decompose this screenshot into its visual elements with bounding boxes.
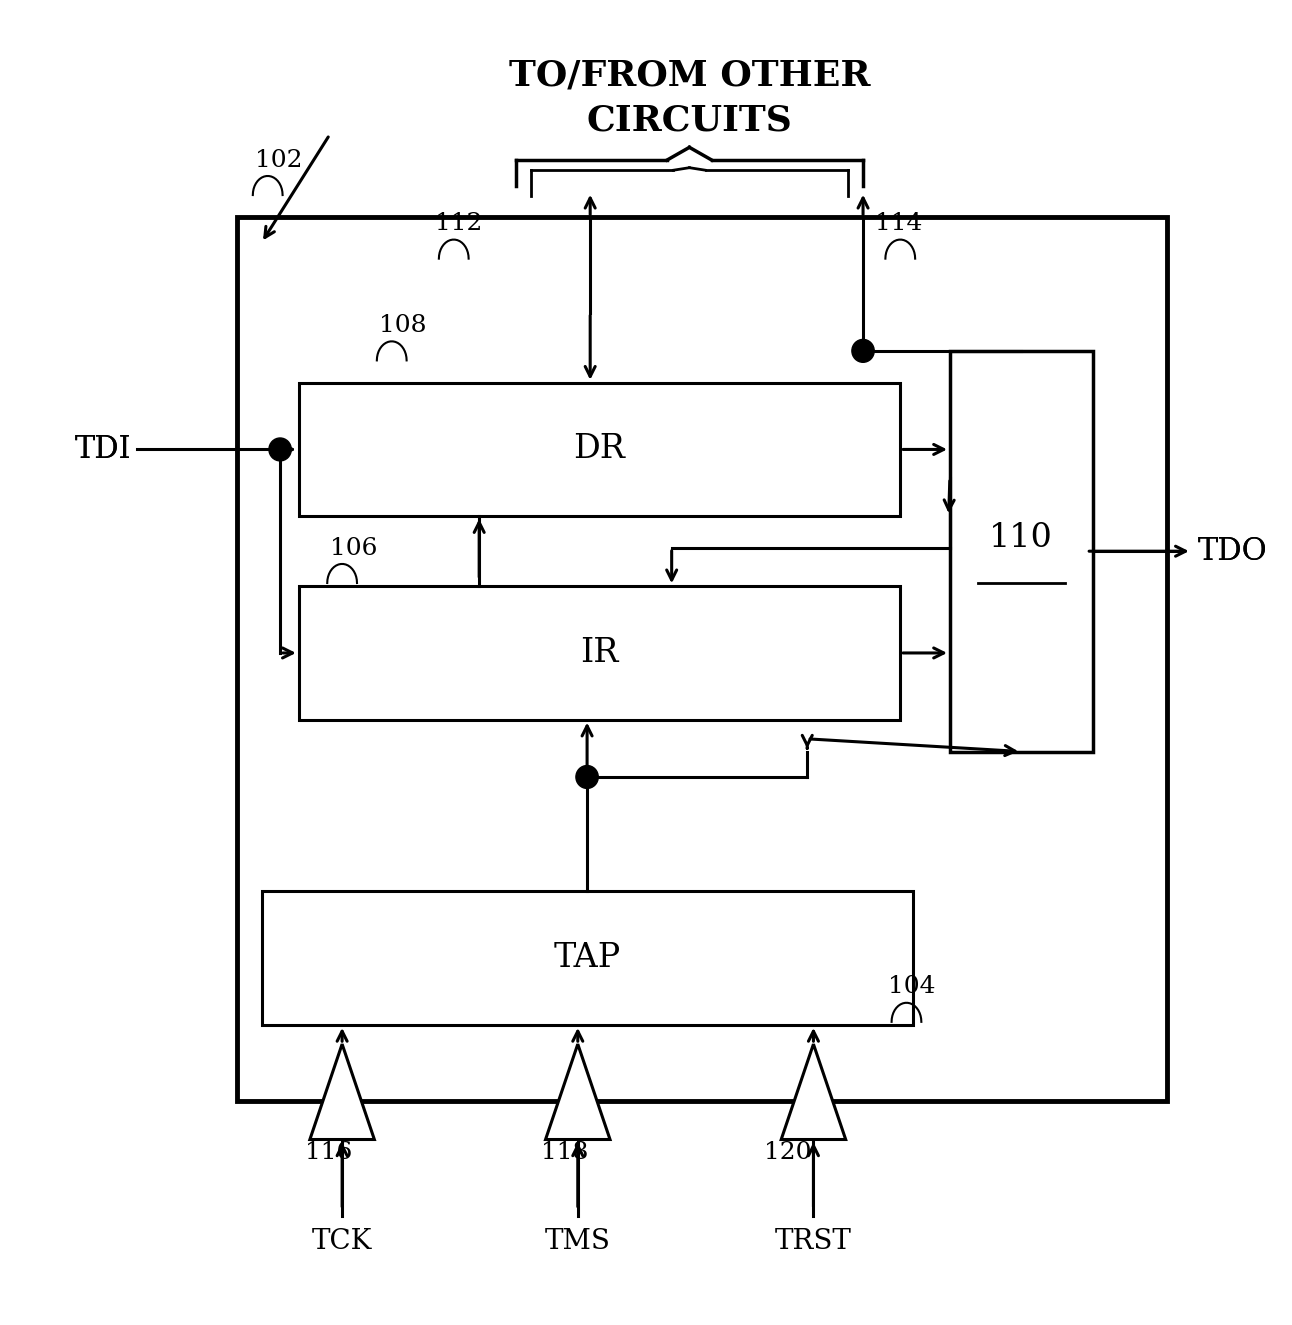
Text: 118: 118 bbox=[540, 1141, 588, 1163]
Text: 104: 104 bbox=[888, 975, 935, 998]
Bar bbox=[298, 383, 901, 517]
Bar bbox=[298, 586, 901, 719]
Text: 102: 102 bbox=[256, 148, 302, 171]
Circle shape bbox=[851, 339, 875, 362]
Polygon shape bbox=[782, 1044, 846, 1140]
Text: 110: 110 bbox=[990, 522, 1053, 554]
Text: TDI: TDI bbox=[75, 435, 132, 465]
Text: TCK: TCK bbox=[311, 1228, 372, 1255]
Text: TO/FROM OTHER
CIRCUITS: TO/FROM OTHER CIRCUITS bbox=[509, 58, 870, 136]
Polygon shape bbox=[545, 1044, 610, 1140]
Text: TMS: TMS bbox=[545, 1228, 611, 1255]
Bar bbox=[236, 217, 1167, 1101]
Polygon shape bbox=[310, 1044, 375, 1140]
Text: 120: 120 bbox=[764, 1141, 811, 1163]
Text: TDO: TDO bbox=[1198, 535, 1267, 567]
Circle shape bbox=[576, 766, 598, 788]
Bar bbox=[261, 892, 912, 1026]
Text: DR: DR bbox=[574, 433, 625, 465]
Text: TDO: TDO bbox=[1198, 535, 1267, 567]
Text: TRST: TRST bbox=[775, 1228, 851, 1255]
Text: 106: 106 bbox=[329, 537, 377, 559]
Text: 114: 114 bbox=[876, 212, 922, 235]
Text: TDI: TDI bbox=[75, 435, 132, 465]
Circle shape bbox=[269, 439, 291, 461]
Text: TAP: TAP bbox=[553, 942, 620, 974]
Bar bbox=[950, 351, 1093, 751]
Text: IR: IR bbox=[580, 637, 619, 669]
Text: 116: 116 bbox=[305, 1141, 353, 1163]
Text: 112: 112 bbox=[435, 212, 482, 235]
Text: 108: 108 bbox=[380, 314, 426, 337]
